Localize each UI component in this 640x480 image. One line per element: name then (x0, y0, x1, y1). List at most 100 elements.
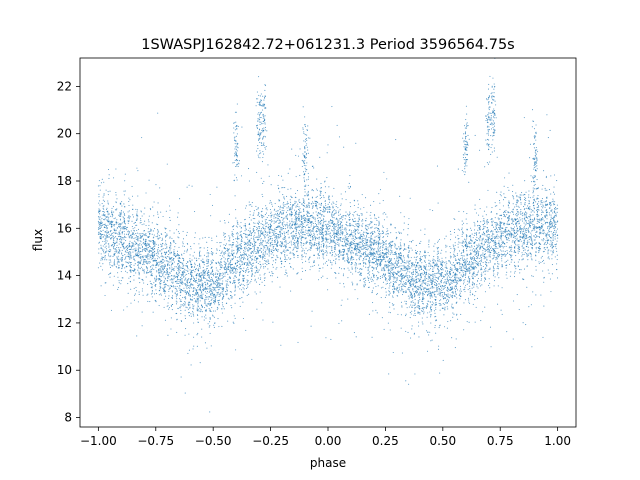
data-point (440, 304, 442, 306)
data-point (394, 267, 396, 270)
data-point (175, 296, 177, 298)
data-point (453, 231, 456, 234)
data-point (493, 280, 496, 282)
data-point (258, 221, 261, 223)
data-point (221, 274, 223, 276)
data-point (242, 301, 244, 303)
data-point (98, 213, 101, 215)
data-point (246, 243, 248, 245)
data-point (520, 219, 522, 221)
data-point (541, 188, 543, 190)
data-point (363, 239, 365, 242)
data-point (504, 216, 507, 218)
data-point (417, 274, 419, 276)
data-point (361, 239, 363, 241)
data-point (192, 307, 194, 309)
data-point (164, 256, 167, 258)
data-point (315, 201, 317, 203)
data-point (285, 241, 287, 243)
data-point (463, 302, 465, 304)
data-point (378, 193, 380, 195)
data-point (437, 259, 439, 261)
data-point (439, 289, 441, 291)
data-point (360, 274, 363, 276)
data-point (556, 228, 559, 230)
data-point (327, 211, 329, 214)
data-point (174, 266, 176, 268)
data-point (304, 270, 307, 272)
data-point (457, 262, 459, 264)
data-point (120, 247, 122, 249)
data-point (498, 242, 500, 244)
data-point (457, 271, 459, 273)
data-point (515, 213, 517, 215)
data-point (415, 244, 417, 247)
data-point (553, 212, 556, 214)
data-point (461, 242, 463, 244)
data-point (166, 272, 168, 274)
data-point (171, 297, 173, 299)
data-point (249, 282, 251, 284)
data-point (387, 264, 389, 266)
data-point (177, 216, 179, 218)
data-point (321, 253, 323, 255)
data-point (489, 282, 491, 284)
data-point (282, 218, 284, 220)
data-point (370, 232, 372, 235)
data-point (369, 227, 372, 229)
data-point (119, 258, 121, 260)
data-point (225, 286, 227, 288)
data-point (410, 247, 412, 249)
data-point (452, 264, 454, 266)
data-point (281, 187, 283, 189)
data-point (450, 276, 452, 278)
data-point (466, 223, 468, 225)
data-point (506, 230, 508, 232)
data-point (129, 237, 131, 239)
data-point (281, 209, 283, 211)
data-point (464, 286, 466, 288)
data-point (396, 279, 398, 281)
data-point (206, 305, 208, 307)
data-point (104, 225, 106, 227)
data-point (261, 161, 263, 163)
data-point (277, 241, 279, 243)
data-point (131, 236, 133, 238)
data-point (168, 275, 170, 277)
data-point (438, 302, 440, 305)
data-point (119, 230, 121, 232)
data-point (286, 254, 288, 256)
data-point (253, 249, 255, 251)
data-point (294, 227, 296, 229)
data-point (267, 227, 269, 229)
data-point (263, 252, 265, 254)
data-point (116, 240, 118, 242)
data-point (541, 239, 543, 241)
data-point (186, 273, 188, 275)
data-point (452, 288, 454, 290)
data-point (151, 273, 153, 275)
data-point (384, 258, 386, 260)
data-point (515, 232, 517, 235)
data-point (360, 234, 362, 236)
data-point (445, 267, 447, 269)
data-point (332, 205, 334, 207)
data-point (383, 258, 385, 260)
data-point (289, 252, 291, 254)
data-point (523, 238, 525, 240)
data-point (512, 213, 515, 215)
data-point (190, 271, 193, 273)
data-point (515, 205, 517, 207)
data-point (421, 256, 423, 258)
data-point (554, 203, 556, 205)
data-point (454, 347, 456, 349)
data-point (340, 304, 342, 306)
data-point (260, 277, 262, 279)
data-point (175, 290, 177, 292)
data-point (503, 214, 505, 216)
data-point (181, 254, 183, 256)
data-point (214, 298, 216, 300)
data-point (450, 286, 452, 288)
data-point (357, 203, 359, 205)
data-point (98, 222, 100, 224)
